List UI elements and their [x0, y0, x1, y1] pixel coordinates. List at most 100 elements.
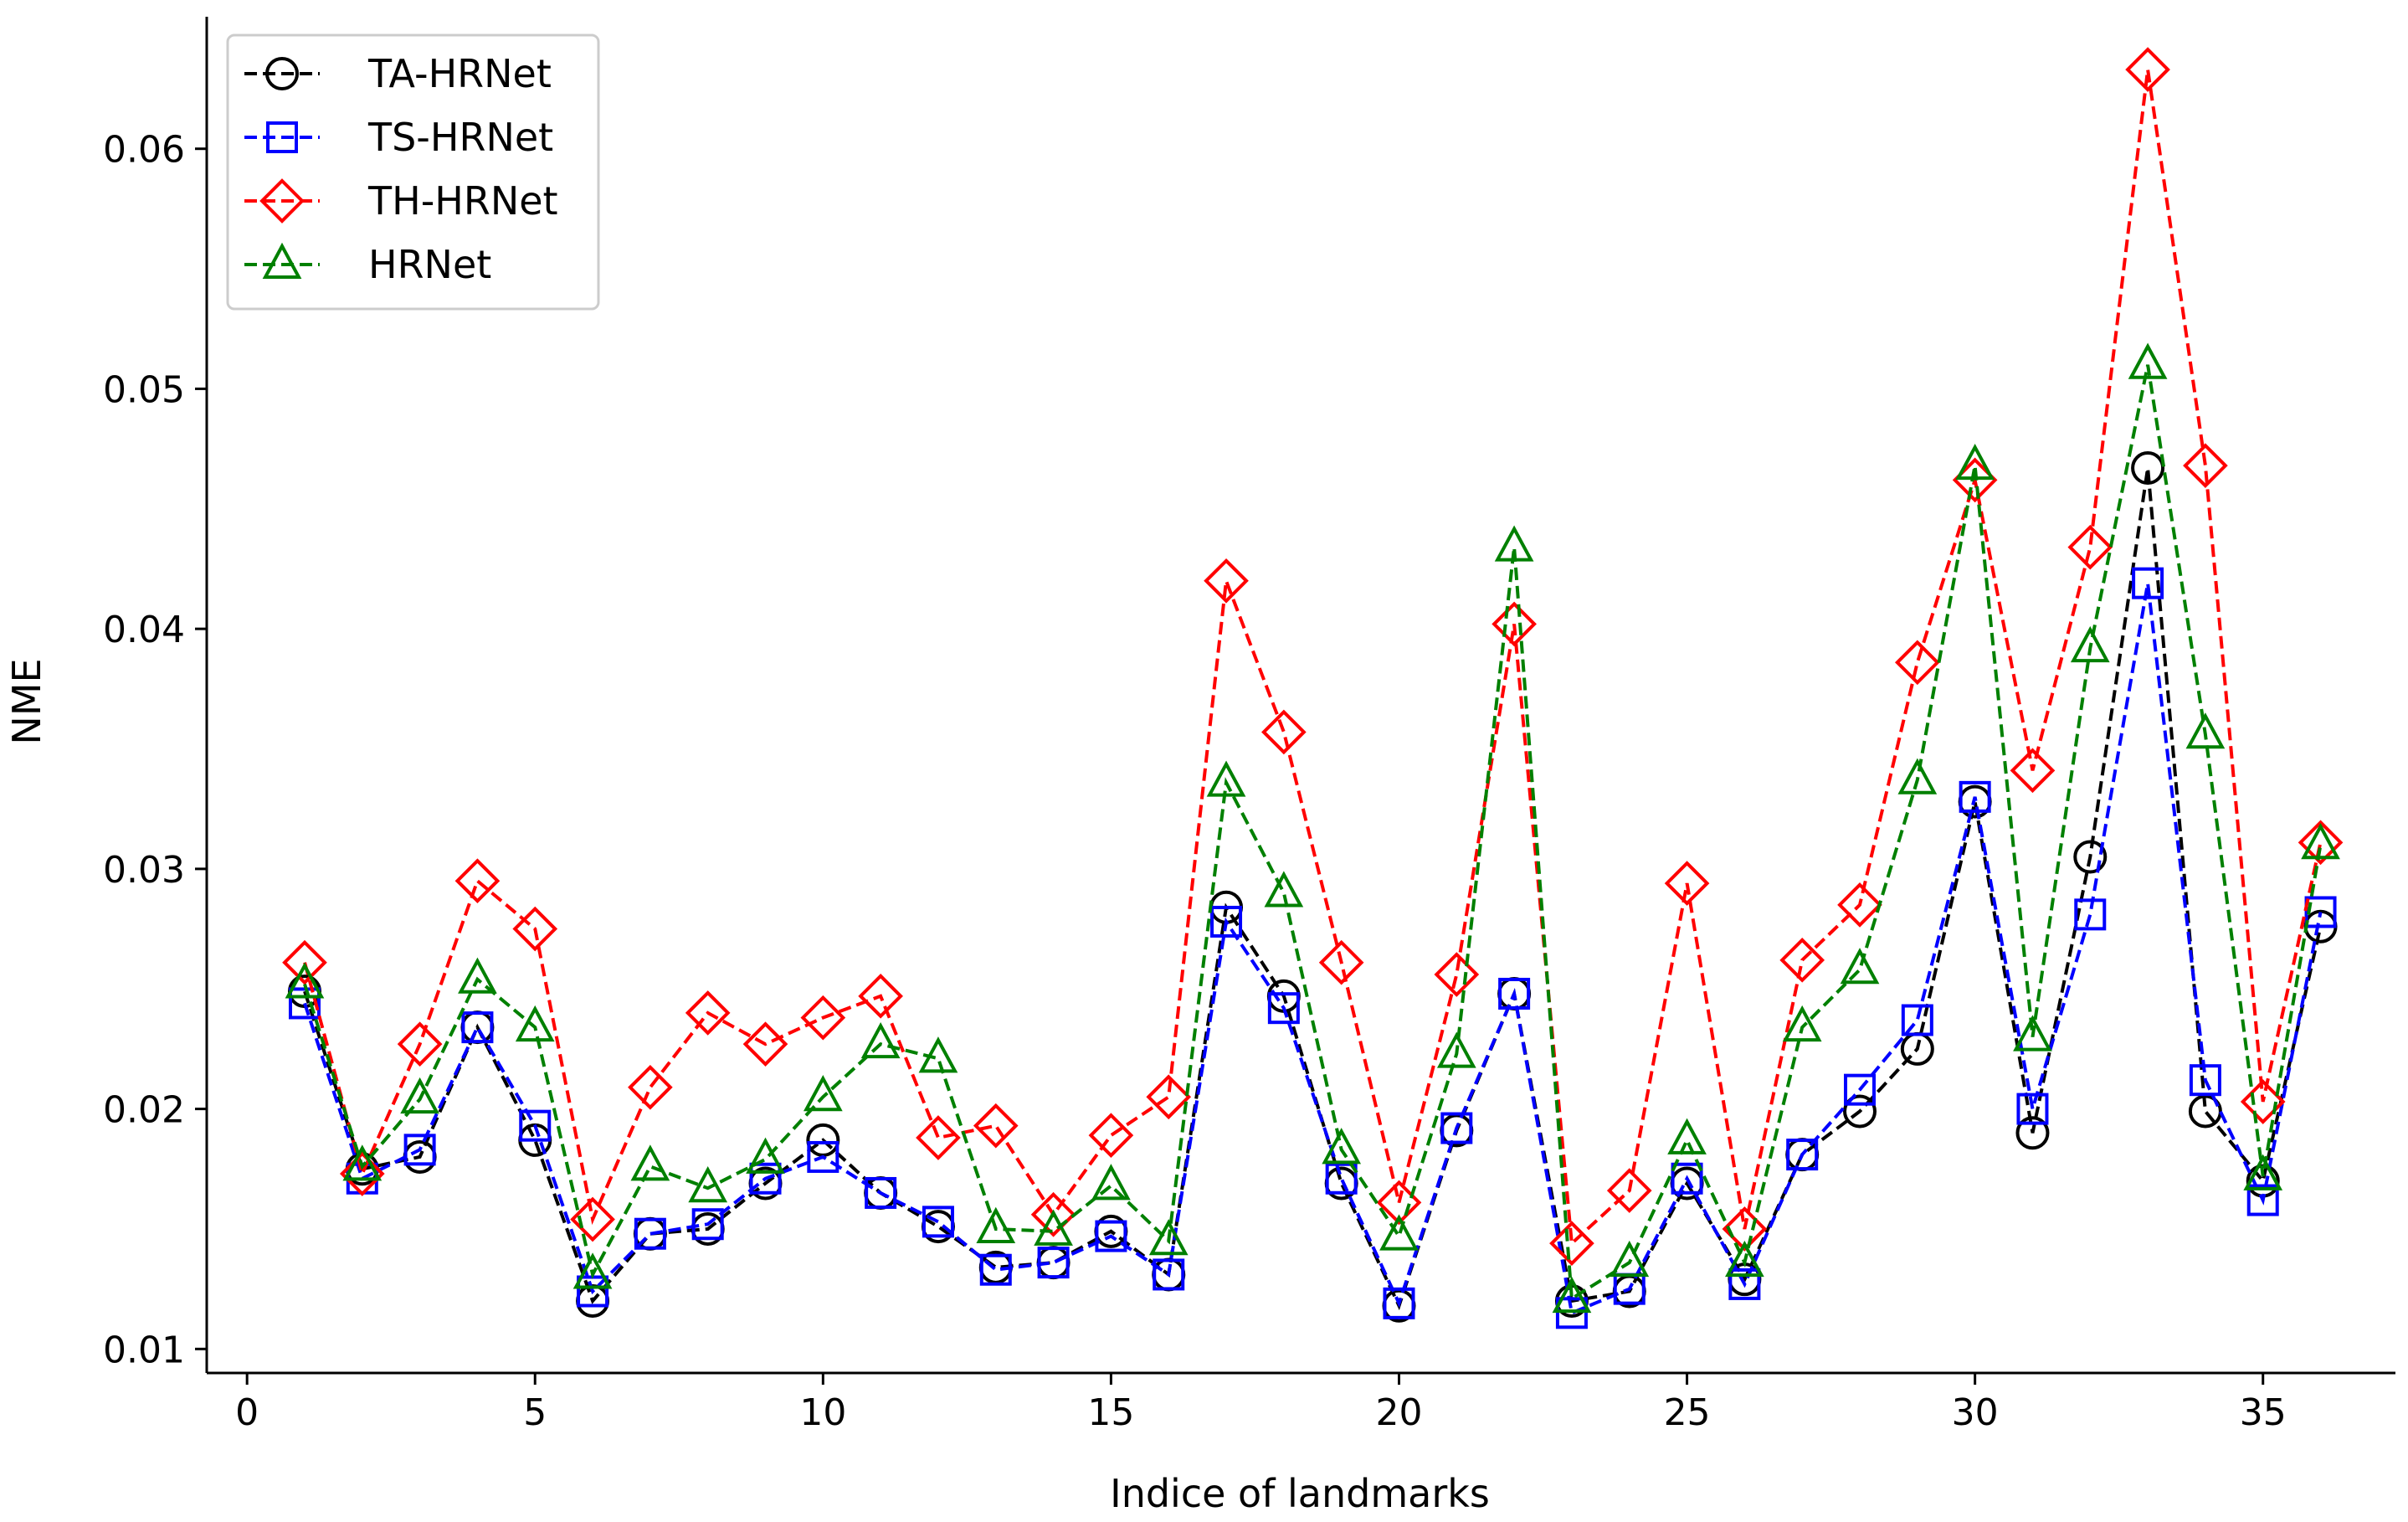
data-point-ta-hrnet: [1843, 1094, 1877, 1129]
data-point-hrnet: [1206, 760, 1246, 797]
x-tick-label: 10: [799, 1391, 846, 1434]
legend-marker-ta-hrnet: [265, 57, 299, 90]
legend-label-ts-hrnet: TS-HRNet: [367, 115, 553, 160]
data-point-th-hrnet: [1606, 1168, 1652, 1213]
data-point-hrnet: [515, 1005, 555, 1042]
legend-label-hrnet: HRNet: [368, 242, 491, 287]
data-point-th-hrnet: [742, 1021, 788, 1067]
y-tick-label: 0.03: [103, 849, 185, 892]
data-point-hrnet: [1955, 443, 1995, 481]
data-point-hrnet: [2185, 712, 2226, 749]
data-point-hrnet: [1552, 1276, 1592, 1314]
x-tick-label: 30: [1952, 1391, 1999, 1434]
data-point-th-hrnet: [916, 1115, 961, 1160]
data-point-hrnet: [1436, 1031, 1476, 1068]
data-point-th-hrnet: [1549, 1221, 1594, 1266]
data-point-hrnet: [860, 1021, 901, 1059]
x-tick-label: 5: [523, 1391, 547, 1434]
data-point-th-hrnet: [1318, 939, 1364, 985]
series-line-th-hrnet: [303, 69, 2323, 1247]
data-point-th-hrnet: [1664, 861, 1710, 906]
data-point-ts-hrnet: [1671, 1162, 1703, 1195]
data-point-ts-hrnet: [1325, 1162, 1358, 1195]
data-point-hrnet: [1034, 1209, 1073, 1246]
data-point-ta-hrnet: [2188, 1094, 2222, 1129]
data-point-ts-hrnet: [1844, 1073, 1877, 1106]
data-point-ts-hrnet: [1498, 977, 1531, 1010]
data-point-hrnet: [572, 1252, 613, 1289]
data-point-ts-hrnet: [1728, 1267, 1761, 1300]
legend-item-ta-hrnet: TA-HRNet: [244, 51, 552, 96]
legend-label-ta-hrnet: TA-HRNet: [367, 51, 552, 96]
x-tick-label: 20: [1375, 1391, 1422, 1434]
data-point-ts-hrnet: [403, 1134, 436, 1166]
data-point-ts-hrnet: [1901, 1004, 1933, 1036]
data-point-th-hrnet: [1492, 601, 1537, 647]
data-point-th-hrnet: [2125, 47, 2170, 92]
data-point-th-hrnet: [2298, 820, 2344, 866]
data-point-hrnet: [1494, 525, 1534, 562]
data-point-hrnet: [1610, 1240, 1650, 1278]
x-axis-label: Indice of landmarks: [1110, 1471, 1490, 1516]
data-point-ts-hrnet: [691, 1208, 724, 1241]
data-point-ts-hrnet: [1959, 780, 1991, 813]
legend-marker-ts-hrnet: [266, 121, 298, 153]
data-point-th-hrnet: [339, 1151, 385, 1196]
data-point-ts-hrnet: [634, 1217, 666, 1250]
data-point-ts-hrnet: [2074, 898, 2107, 931]
data-point-th-hrnet: [454, 858, 501, 904]
data-point-th-hrnet: [1146, 1074, 1192, 1120]
data-point-ts-hrnet: [979, 1253, 1012, 1286]
series-ts-hrnet: [288, 567, 2337, 1329]
legend-marker-th-hrnet: [259, 178, 305, 224]
x-tick-label: 15: [1087, 1391, 1134, 1434]
data-point-ts-hrnet: [2304, 896, 2337, 928]
data-point-ta-hrnet: [2131, 451, 2165, 486]
axes-layer: 0 5 10 15 20 25 30 35 0.01 0.02 0.03 0.04 0.05 0.06: [103, 17, 2395, 1434]
data-point-th-hrnet: [2067, 524, 2113, 570]
y-tick-label: 0.06: [103, 129, 185, 172]
x-tick-label: 25: [1664, 1391, 1711, 1434]
data-point-hrnet: [1897, 758, 1938, 794]
data-point-hrnet: [630, 1144, 670, 1181]
data-point-ts-hrnet: [922, 1206, 954, 1238]
data-point-th-hrnet: [685, 990, 731, 1036]
data-point-th-hrnet: [858, 974, 903, 1019]
data-point-th-hrnet: [628, 1064, 673, 1110]
y-tick-label: 0.02: [103, 1089, 185, 1132]
series-line-hrnet: [303, 364, 2323, 1302]
data-point-hrnet: [1379, 1214, 1419, 1251]
data-point-ts-hrnet: [2016, 1093, 2049, 1125]
data-point-ts-hrnet: [865, 1176, 897, 1209]
data-point-hrnet: [1322, 1128, 1362, 1165]
data-point-hrnet: [976, 1206, 1016, 1243]
legend: TA-HRNet TS-HRNet TH-HRNet HRNet: [226, 33, 600, 311]
data-point-ta-hrnet: [2073, 840, 2108, 874]
legend-label-th-hrnet: TH-HRNet: [367, 178, 558, 224]
data-point-ts-hrnet: [461, 1011, 494, 1044]
legend-item-ts-hrnet: TS-HRNet: [244, 115, 553, 160]
legend-marker-hrnet: [262, 242, 302, 279]
data-point-hrnet: [918, 1036, 958, 1073]
data-point-th-hrnet: [397, 1021, 443, 1067]
data-point-hrnet: [688, 1166, 728, 1203]
data-point-hrnet: [285, 962, 325, 999]
data-point-hrnet: [1725, 1240, 1764, 1278]
data-point-th-hrnet: [1088, 1113, 1134, 1158]
x-tick-label: 0: [235, 1391, 259, 1434]
data-point-th-hrnet: [1261, 709, 1307, 755]
data-point-hrnet: [2301, 822, 2340, 860]
data-point-ts-hrnet: [1095, 1220, 1127, 1252]
data-point-th-hrnet: [1837, 882, 1882, 928]
y-axis-label: NME: [4, 658, 49, 744]
data-point-hrnet: [458, 957, 497, 994]
data-point-hrnet: [2243, 1154, 2283, 1190]
data-point-ts-hrnet: [1210, 905, 1243, 938]
x-tick-label: 35: [2240, 1391, 2287, 1434]
series-layer: [282, 47, 2344, 1329]
data-point-ts-hrnet: [2189, 1064, 2221, 1097]
data-point-ts-hrnet: [1153, 1258, 1185, 1291]
data-point-th-hrnet: [973, 1103, 1019, 1149]
